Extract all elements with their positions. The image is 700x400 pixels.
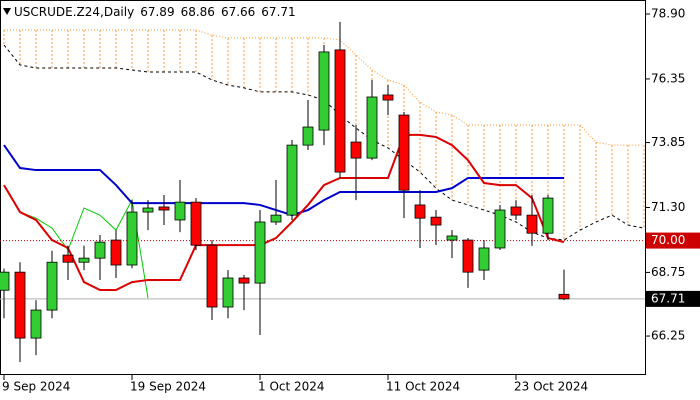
candle-body: [510, 206, 522, 216]
candle-body: [382, 94, 394, 101]
y-tick-label: 71.30: [651, 200, 685, 214]
candle-body: [238, 277, 250, 284]
x-tick-label: 19 Sep 2024: [130, 380, 206, 394]
candle-body: [558, 293, 570, 300]
candle-body: [206, 244, 218, 308]
candle-body: [78, 257, 90, 263]
indicator-line: [3, 133, 565, 291]
candle-body: [254, 221, 266, 284]
candle-body: [350, 141, 362, 159]
x-tick-label: 1 Oct 2024: [258, 380, 325, 394]
y-tick-label: 68.75: [651, 265, 685, 279]
candle-body: [110, 239, 122, 266]
header-low: 67.66: [221, 5, 255, 19]
symbol: USCRUDE.Z24,Daily: [14, 5, 134, 19]
header-high: 68.86: [181, 5, 215, 19]
candle-body: [14, 271, 26, 339]
candle-body: [302, 126, 314, 146]
y-tick-label: 76.35: [651, 71, 685, 85]
header-close: 67.71: [261, 5, 295, 19]
candle-body: [414, 204, 426, 219]
candle-body: [334, 49, 346, 173]
x-tick-label: 23 Oct 2024: [514, 380, 588, 394]
candle-body: [446, 235, 458, 241]
candle-body: [46, 261, 58, 311]
indicator-line: [3, 144, 564, 217]
candle-body: [62, 254, 74, 263]
y-tick-label: 66.25: [651, 329, 685, 343]
indicator-line: [4, 29, 644, 146]
candle-body: [526, 214, 538, 234]
y-tick-label: 73.85: [651, 135, 685, 149]
candle-body: [270, 214, 282, 223]
candle-body: [190, 201, 202, 246]
candle-body: [142, 207, 154, 213]
candle-body: [174, 201, 186, 221]
x-tick-label: 9 Sep 2024: [2, 380, 70, 394]
candle-body: [366, 96, 378, 159]
y-tick-label: 78.90: [651, 7, 685, 21]
price-label-box: [646, 232, 700, 249]
x-tick-label: 11 Oct 2024: [386, 380, 460, 394]
candle-body: [30, 309, 42, 339]
price-label: 70.00: [651, 233, 685, 247]
candle-body: [94, 241, 106, 259]
candle-body: [398, 114, 410, 191]
candle-body: [494, 209, 506, 249]
price-label-box: [646, 290, 700, 307]
candle-body: [462, 239, 474, 273]
candle-body: [318, 51, 330, 131]
chart-header: USCRUDE.Z24,Daily 67.89 68.86 67.66 67.71: [14, 5, 296, 19]
header-open: 67.89: [140, 5, 174, 19]
candle-body: [542, 197, 554, 234]
candle-body: [430, 216, 442, 226]
price-label: 67.71: [651, 291, 685, 305]
candle-body: [126, 211, 138, 266]
candle-body: [286, 144, 298, 216]
candle-body: [158, 206, 170, 211]
candle-body: [222, 277, 234, 308]
indicator-line: [3, 44, 645, 241]
menu-triangle: [3, 8, 11, 15]
candle-body: [0, 271, 10, 291]
candle-body: [478, 247, 490, 271]
